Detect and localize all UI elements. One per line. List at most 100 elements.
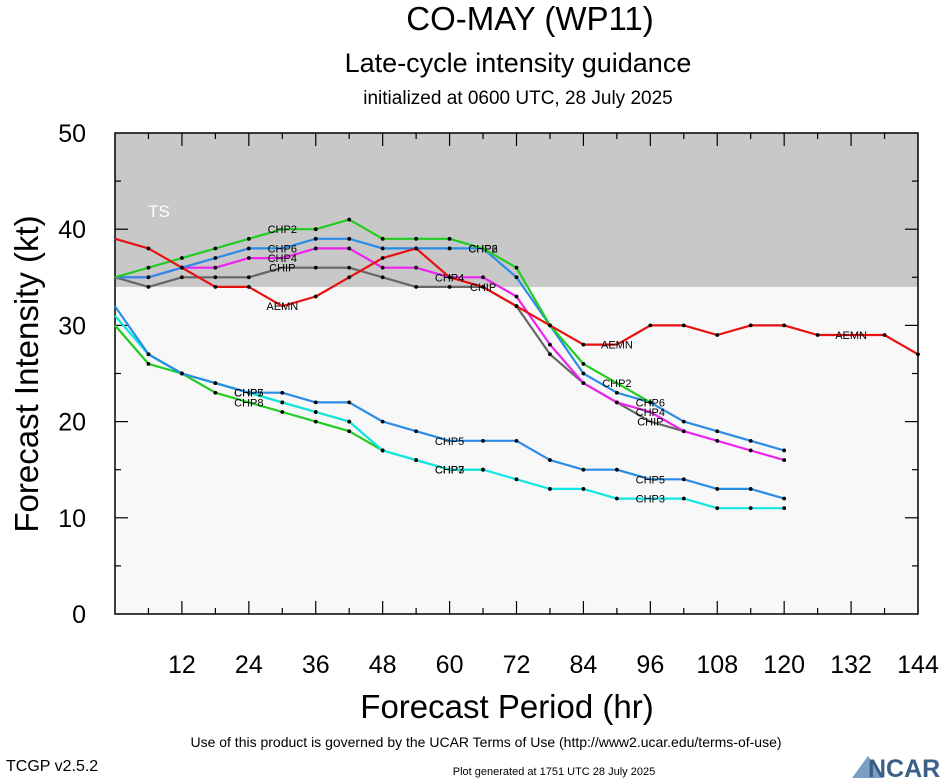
data-point xyxy=(180,265,184,270)
data-point xyxy=(280,390,285,395)
data-point xyxy=(414,429,419,434)
data-point xyxy=(313,410,318,414)
data-point xyxy=(414,265,419,270)
series-label-chp8: CHP8 xyxy=(234,397,263,409)
data-point xyxy=(581,487,586,491)
data-point xyxy=(347,246,352,251)
terms-of-use: Use of this product is governed by the U… xyxy=(190,734,781,750)
data-point xyxy=(414,236,419,241)
data-point xyxy=(146,265,151,270)
data-point xyxy=(347,236,352,241)
data-point xyxy=(380,419,385,424)
data-point xyxy=(447,236,452,241)
series-label-chp7: CHP7 xyxy=(234,388,263,400)
x-tick-label: 12 xyxy=(168,651,196,679)
data-point xyxy=(313,419,318,424)
series-label-chp4: CHP4 xyxy=(636,407,665,419)
x-tick-label: 24 xyxy=(235,651,263,679)
x-tick-label: 48 xyxy=(369,651,397,679)
series-chp6 xyxy=(115,236,787,453)
data-point xyxy=(380,275,385,280)
data-point xyxy=(614,400,619,405)
data-point xyxy=(380,448,385,453)
data-point xyxy=(514,438,519,443)
series-line-chp8 xyxy=(114,324,384,452)
band-label-0: TS xyxy=(148,202,170,221)
x-axis-label: Forecast Period (hr) xyxy=(360,688,653,725)
data-point xyxy=(347,217,352,222)
data-point xyxy=(180,275,184,280)
data-point xyxy=(246,236,251,241)
data-point xyxy=(146,352,151,357)
data-point xyxy=(548,323,552,328)
data-point xyxy=(146,246,151,251)
data-point xyxy=(380,246,385,251)
y-tick-label: 40 xyxy=(58,216,86,244)
data-point xyxy=(748,323,753,328)
y-tick-label: 50 xyxy=(58,120,86,148)
x-tick-label: 84 xyxy=(570,651,598,679)
data-point xyxy=(514,265,519,270)
series-label-chp5: CHP5 xyxy=(636,474,665,486)
data-point xyxy=(246,285,251,289)
data-point xyxy=(581,467,586,472)
chart-initialized: initialized at 0600 UTC, 28 July 2025 xyxy=(363,88,672,109)
data-point xyxy=(648,323,653,328)
data-point xyxy=(414,458,419,462)
series-label-aemn: AEMN xyxy=(835,330,867,342)
data-point xyxy=(481,285,485,289)
x-tick-label: 132 xyxy=(830,651,872,679)
data-point xyxy=(380,236,385,241)
data-point xyxy=(246,256,251,260)
data-point xyxy=(213,390,218,395)
series-line-chp5 xyxy=(114,305,785,500)
data-point xyxy=(916,352,920,357)
data-point xyxy=(782,323,787,328)
data-point xyxy=(548,352,552,357)
data-point xyxy=(347,275,352,280)
data-point xyxy=(481,467,485,472)
x-tick-label: 72 xyxy=(503,651,531,679)
series-label-chp6: CHP6 xyxy=(268,243,297,255)
data-point xyxy=(313,227,318,232)
series-label-chp3: CHP3 xyxy=(636,494,665,506)
series-label-chp3: CHP3 xyxy=(435,465,464,477)
data-point xyxy=(347,419,352,424)
data-point xyxy=(782,448,787,453)
plot-area: TS 12 24 36 48 60 72 84 96 108 120 132 144 0 10 20 30 40 5… xyxy=(58,120,939,679)
chart-subtitle: Late-cycle intensity guidance xyxy=(345,48,692,78)
data-point xyxy=(213,265,218,270)
series-label-chp5: CHP5 xyxy=(234,388,263,400)
band-0 xyxy=(115,133,918,287)
series-label-chip: CHIP xyxy=(470,282,496,294)
data-point xyxy=(581,381,586,386)
series-aemn xyxy=(114,237,920,357)
data-point xyxy=(313,400,318,405)
series-label-chp5: CHP5 xyxy=(435,436,464,448)
series-label-chp6: CHP6 xyxy=(636,397,665,409)
data-point xyxy=(815,333,820,337)
data-point xyxy=(715,506,720,511)
data-point xyxy=(715,438,720,443)
data-point xyxy=(514,304,519,309)
data-point xyxy=(313,265,318,270)
ncar-logo-mark xyxy=(852,756,884,778)
data-point xyxy=(715,333,720,337)
series-label-chp2: CHP2 xyxy=(602,378,631,390)
data-point xyxy=(213,256,218,260)
data-point xyxy=(748,487,753,491)
data-point xyxy=(380,256,385,260)
data-point xyxy=(581,342,586,347)
data-point xyxy=(681,496,686,501)
data-point xyxy=(213,246,218,251)
data-point xyxy=(681,419,686,424)
data-point xyxy=(782,458,787,462)
data-point xyxy=(313,294,318,299)
data-point xyxy=(280,410,285,414)
data-point xyxy=(380,265,385,270)
data-point xyxy=(548,487,552,491)
axes: 12 24 36 48 60 72 84 96 108 120 132 144 0 10 20 30 40 50 xyxy=(58,120,939,679)
data-point xyxy=(246,275,251,280)
data-point xyxy=(748,448,753,453)
